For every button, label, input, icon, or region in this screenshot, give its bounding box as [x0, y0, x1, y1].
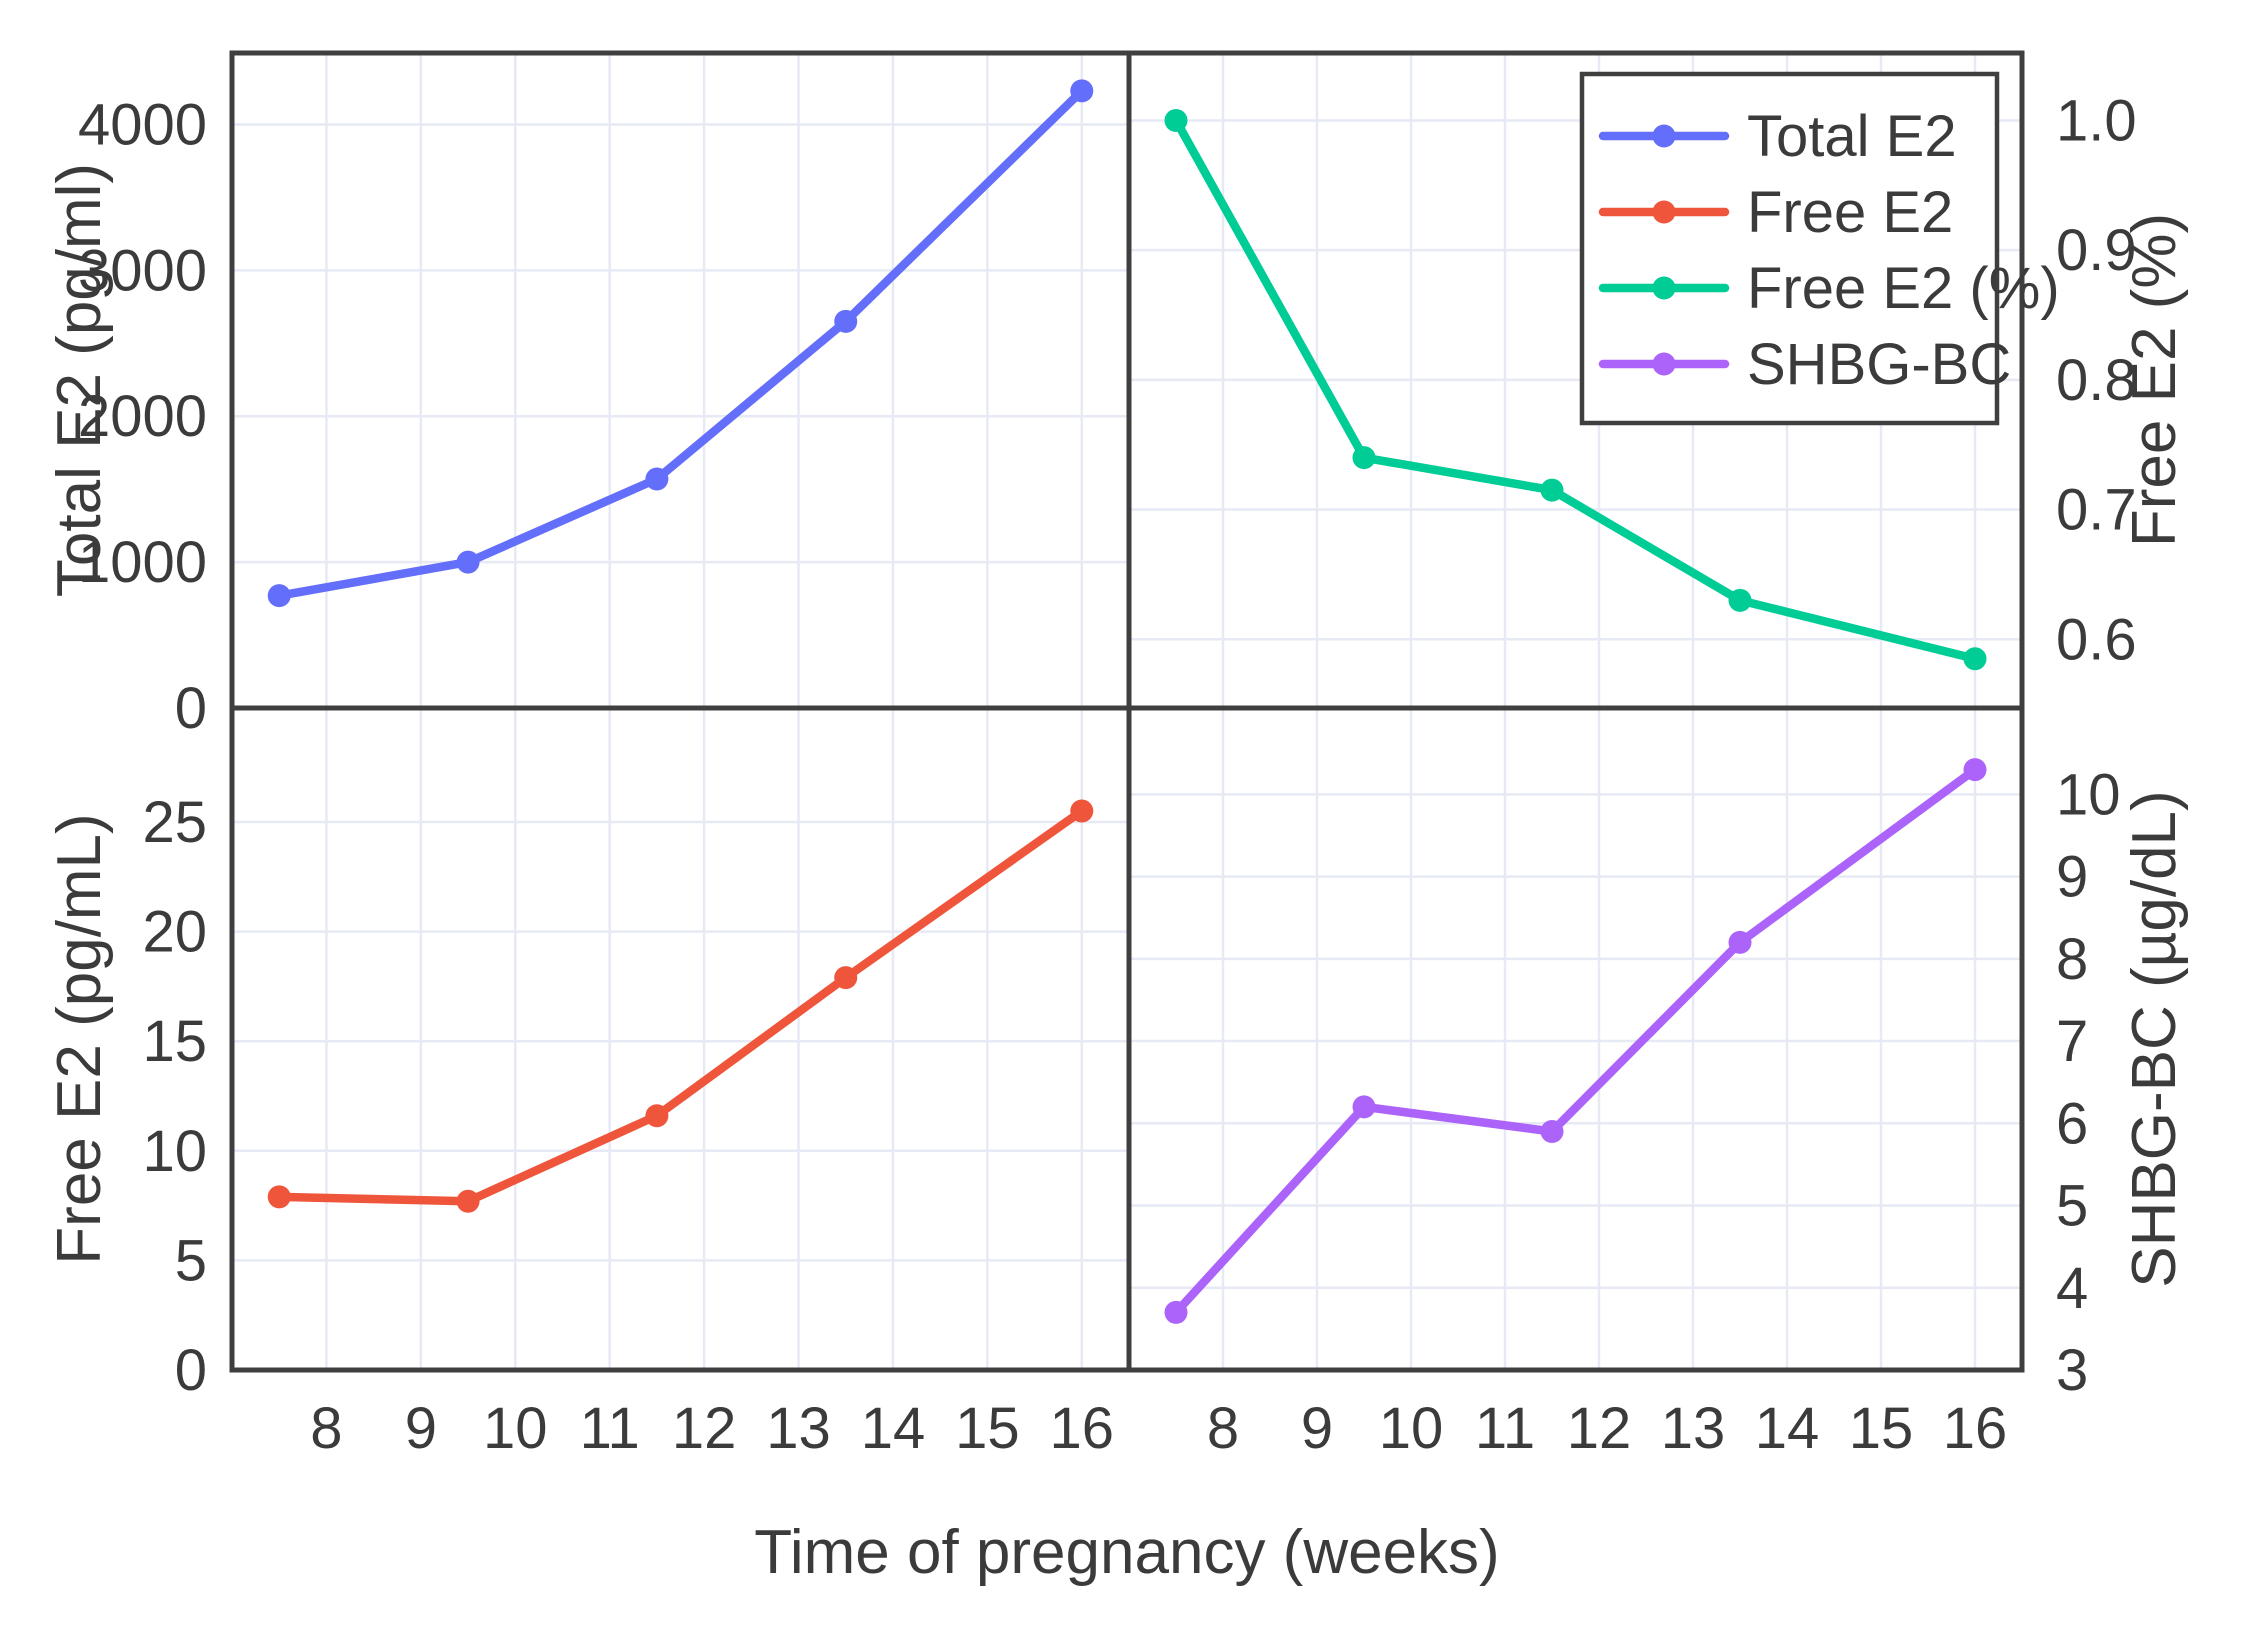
y-tick-label: 2000 — [78, 384, 207, 449]
x-tick-label: 8 — [1207, 1396, 1239, 1461]
panel-bg-top-left — [232, 53, 1129, 708]
plot-area-group: 0 1000 2000 3000 4000 0.6 0.7 0.8 0.9 1.0 0 5 10 15 20… — [78, 50, 2137, 1461]
x-tick-label: 9 — [1301, 1396, 1333, 1461]
data-point-total-e2 — [1070, 79, 1094, 103]
data-point-free-e2 — [1164, 108, 1188, 132]
x-tick-label: 13 — [766, 1396, 831, 1461]
data-point-free-e2 — [834, 966, 858, 990]
x-axis-title: Time of pregnancy (weeks) — [754, 1518, 1499, 1587]
x-tick-label: 15 — [1849, 1396, 1914, 1461]
x-tick-label: 8 — [310, 1396, 342, 1461]
y-tick-label: 0.8 — [2056, 348, 2137, 413]
y-axis-title-shbg-bc: SHBG-BC (µg/dL) — [2120, 790, 2189, 1287]
y-tick-label: 5 — [175, 1228, 207, 1293]
legend-label-shbg-bc: SHBG-BC — [1747, 332, 2011, 397]
data-point-total-e2 — [645, 467, 669, 491]
data-point-shbg-bc — [1352, 1095, 1376, 1119]
data-point-free-e2 — [645, 1104, 669, 1128]
panel-bg-bottom-left — [232, 708, 1129, 1370]
data-point-shbg-bc — [1963, 758, 1987, 782]
x-tick-label: 14 — [861, 1396, 926, 1461]
y-tick-label: 3 — [2056, 1338, 2088, 1403]
data-point-total-e2 — [834, 309, 858, 333]
data-point-total-e2 — [267, 584, 291, 608]
y-axis-title-total-e2: Total E2 (pg/ml) — [45, 163, 114, 597]
y-tick-label: 8 — [2056, 927, 2088, 992]
x-tick-label: 12 — [1567, 1396, 1632, 1461]
y-tick-label: 0 — [175, 1338, 207, 1403]
y-tick-label: 0.9 — [2056, 218, 2137, 283]
y-tick-label: 10 — [2056, 762, 2121, 827]
x-tick-label: 10 — [483, 1396, 548, 1461]
x-tick-label: 13 — [1661, 1396, 1726, 1461]
data-point-shbg-bc — [1728, 930, 1752, 954]
x-tick-label: 11 — [1475, 1396, 1535, 1461]
legend-swatch-marker-free-e2 — [1652, 276, 1676, 300]
y-tick-label: 0.6 — [2056, 607, 2137, 672]
y-tick-label: 7 — [2056, 1009, 2088, 1074]
x-tick-label: 14 — [1755, 1396, 1820, 1461]
legend-swatch-marker-free-e2 — [1652, 200, 1676, 224]
y-tick-label: 3000 — [78, 238, 207, 303]
y-tick-label: 6 — [2056, 1091, 2088, 1156]
y-tick-label: 20 — [142, 900, 207, 965]
legend-swatch-marker-total-e2 — [1652, 124, 1676, 148]
y-tick-label: 4 — [2056, 1256, 2088, 1321]
panel-bg-bottom-right — [1129, 708, 2022, 1370]
x-tick-label: 9 — [405, 1396, 437, 1461]
data-point-free-e2 — [456, 1189, 480, 1213]
legend-label-free-e2: Free E2 — [1747, 180, 1953, 245]
data-point-total-e2 — [456, 550, 480, 574]
legend-label-total-e2: Total E2 — [1747, 104, 1957, 169]
data-point-shbg-bc — [1164, 1300, 1188, 1324]
x-tick-label: 11 — [580, 1396, 640, 1461]
y-tick-label: 1000 — [78, 530, 207, 595]
y-axis-title-free-e2-pct: Free E2 (%) — [2120, 213, 2189, 547]
y-axis-title-free-e2: Free E2 (pg/mL) — [45, 813, 114, 1264]
x-tick-label: 10 — [1379, 1396, 1444, 1461]
data-point-free-e2 — [267, 1185, 291, 1209]
data-point-free-e2 — [1728, 588, 1752, 612]
y-tick-label: 10 — [142, 1119, 207, 1184]
x-tick-label: 16 — [1050, 1396, 1115, 1461]
y-tick-label: 4000 — [78, 92, 207, 157]
y-tick-label: 15 — [142, 1009, 207, 1074]
x-tick-label: 15 — [955, 1396, 1020, 1461]
x-tick-label: 16 — [1943, 1396, 2008, 1461]
x-tick-label: 12 — [672, 1396, 737, 1461]
data-point-shbg-bc — [1540, 1120, 1564, 1144]
data-point-free-e2 — [1352, 446, 1376, 470]
y-tick-label: 9 — [2056, 845, 2088, 910]
data-point-free-e2 — [1540, 478, 1564, 502]
legend-swatch-marker-shbg-bc — [1652, 352, 1676, 376]
data-point-free-e2 — [1070, 799, 1094, 823]
y-tick-label: 5 — [2056, 1174, 2088, 1239]
y-tick-label: 0.7 — [2056, 478, 2137, 543]
y-tick-label: 25 — [142, 790, 207, 855]
legend-label-free-e2: Free E2 (%) — [1747, 256, 2060, 321]
panel-border-bottom-right — [1126, 705, 2025, 1373]
y-tick-label: 1.0 — [2056, 88, 2137, 153]
y-tick-label: 0 — [175, 676, 207, 741]
data-point-free-e2 — [1963, 647, 1987, 671]
